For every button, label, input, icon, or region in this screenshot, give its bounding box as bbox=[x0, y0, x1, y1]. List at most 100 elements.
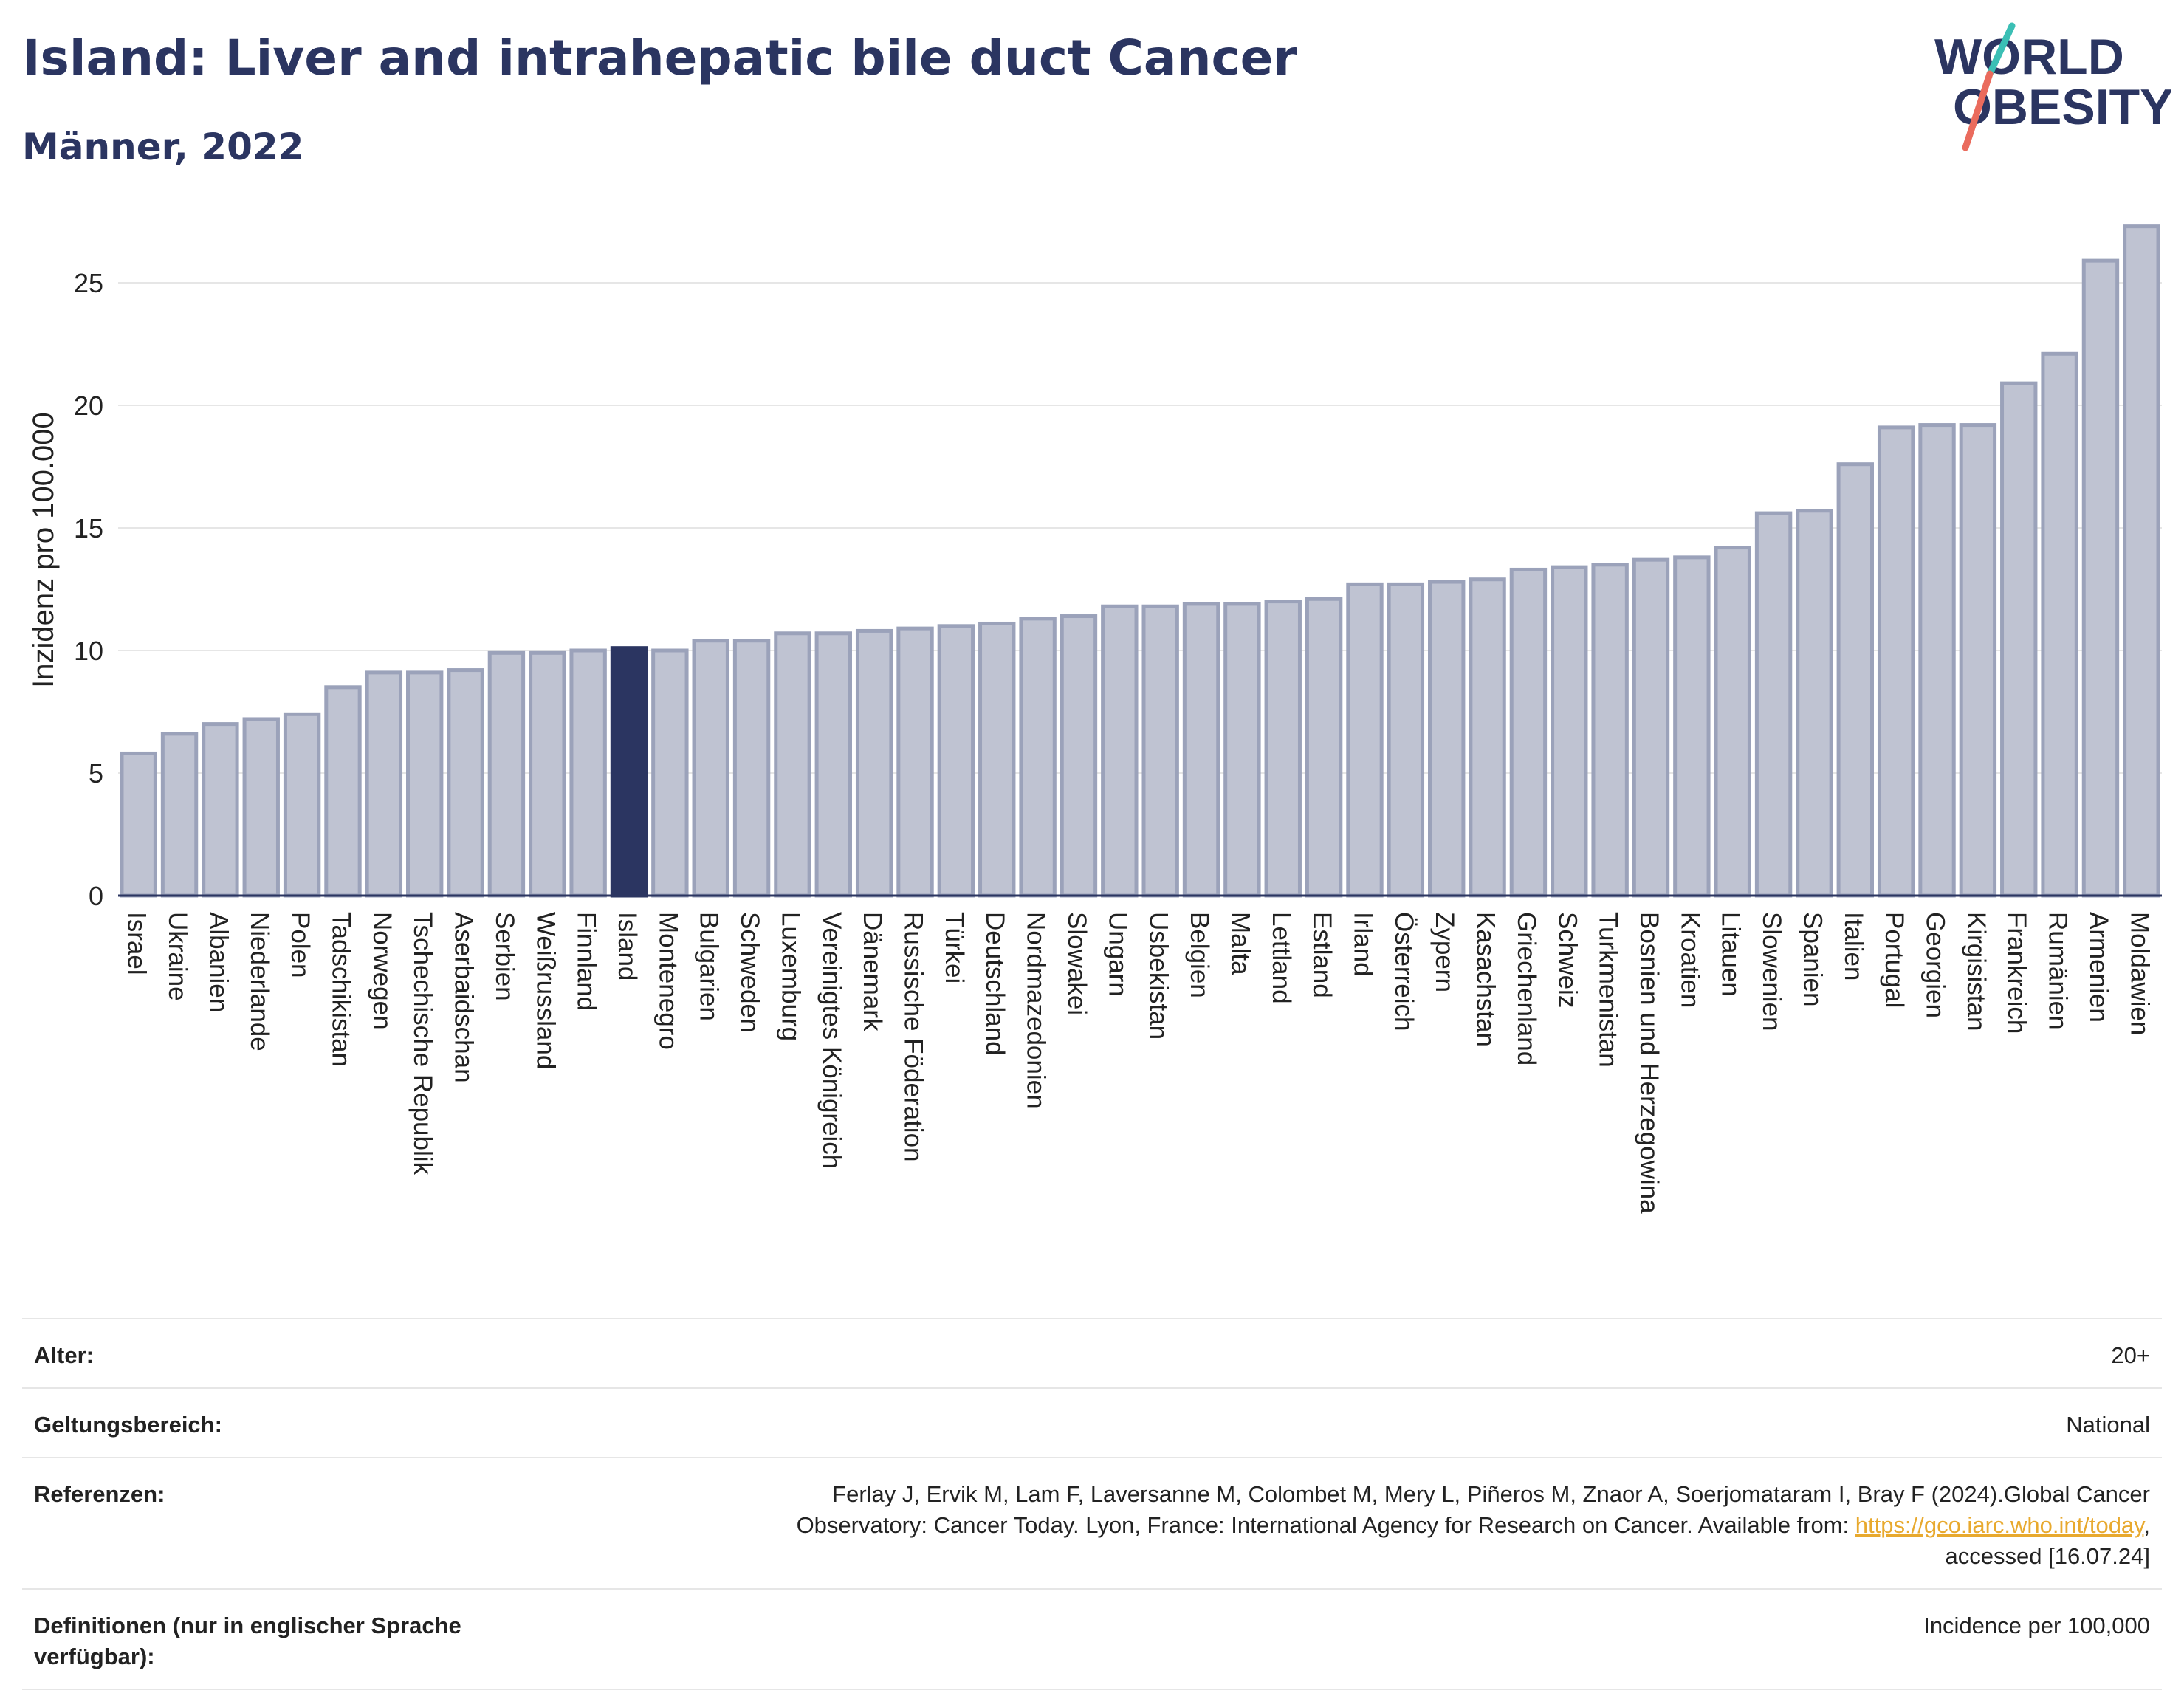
logo-slash-teal bbox=[1986, 22, 2016, 78]
bar bbox=[1632, 557, 1670, 898]
bar bbox=[365, 670, 403, 898]
reference-link[interactable]: https://gco.iarc.who.int/today bbox=[1855, 1512, 2144, 1538]
x-tick-label: Ungarn bbox=[1103, 912, 1132, 997]
x-tick-label: Albanien bbox=[204, 912, 233, 1012]
bar bbox=[1305, 597, 1343, 898]
bar bbox=[2123, 224, 2160, 898]
bar bbox=[1101, 604, 1139, 898]
bar bbox=[1469, 577, 1506, 898]
y-tick-label: 15 bbox=[74, 513, 103, 543]
reference-line-1: Ferlay J, Ervik M, Lam F, Laversanne M, … bbox=[832, 1481, 2150, 1507]
x-tick-label: Portugal bbox=[1880, 912, 1909, 1008]
bar bbox=[529, 650, 566, 898]
logo-word-obesity: OBESITY bbox=[1953, 79, 2171, 135]
bar-chart: 0 5 10 15 20 25 Inzidenz pro 100.000 Israel Uk… bbox=[27, 224, 2162, 1214]
bar-highlight bbox=[610, 646, 648, 898]
bar bbox=[1551, 565, 1588, 898]
x-tick-label: Rumänien bbox=[2044, 912, 2073, 1030]
bar bbox=[1019, 617, 1057, 898]
x-tick-label: Polen bbox=[286, 912, 315, 978]
x-tick-label: Nordmazedonien bbox=[1022, 912, 1051, 1109]
bar bbox=[2041, 351, 2078, 898]
x-tick-label: Italien bbox=[1839, 912, 1868, 981]
x-tick-label: Island bbox=[613, 912, 642, 981]
meta-value-age: 20+ bbox=[2111, 1342, 2150, 1368]
meta-row-references: Referenzen: Ferlay J, Ervik M, Lam F, La… bbox=[22, 1457, 2162, 1588]
bar bbox=[855, 628, 893, 898]
x-tick-label: Luxemburg bbox=[776, 912, 805, 1041]
x-tick-label: Tadschikistan bbox=[326, 912, 355, 1067]
x-tick-label: Slowenien bbox=[1757, 912, 1786, 1031]
x-tick-label: Slowakei bbox=[1062, 912, 1091, 1015]
bar bbox=[569, 648, 607, 898]
y-tick-label: 10 bbox=[74, 636, 103, 666]
x-tick-label: Lettland bbox=[1267, 912, 1296, 1004]
x-tick-label: Dänemark bbox=[858, 912, 887, 1031]
meta-key-definitions: Definitionen (nur in englischer Sprache … bbox=[34, 1613, 461, 1669]
logo-word-world: WORLD bbox=[1934, 29, 2124, 85]
bar bbox=[1509, 567, 1548, 898]
bar bbox=[1264, 600, 1302, 898]
meta-row-age: Alter: 20+ bbox=[22, 1318, 2162, 1387]
bar bbox=[487, 650, 526, 898]
x-tick-label: Norwegen bbox=[368, 912, 396, 1030]
x-tick-label: Estland bbox=[1308, 912, 1336, 998]
bar bbox=[937, 624, 975, 898]
x-tick-label: Georgien bbox=[1921, 912, 1950, 1018]
x-tick-label: Frankreich bbox=[2002, 912, 2031, 1034]
bar bbox=[978, 621, 1016, 898]
y-axis-label: Inzidenz pro 100.000 bbox=[27, 412, 60, 688]
reference-line-3: accessed [16.07.24] bbox=[1945, 1543, 2150, 1569]
x-tick-label: Kirgisistan bbox=[1962, 912, 1991, 1031]
bar bbox=[406, 670, 444, 898]
x-axis-tick-labels: Israel Ukraine Albanien Niederlande Polen Tad… bbox=[123, 912, 2154, 1214]
bar bbox=[1223, 602, 1261, 898]
world-obesity-logo: WORLD OBESITY bbox=[1934, 22, 2171, 151]
x-tick-label: Montenegro bbox=[653, 912, 682, 1050]
y-tick-label: 0 bbox=[89, 881, 103, 911]
x-tick-label: Vereinigtes Königreich bbox=[817, 912, 846, 1169]
x-tick-label: Finnland bbox=[572, 912, 601, 1011]
x-tick-label: Griechenland bbox=[1512, 912, 1541, 1065]
bar bbox=[160, 732, 199, 898]
meta-key-age: Alter: bbox=[34, 1342, 94, 1368]
x-tick-label: Armenien bbox=[2084, 912, 2113, 1023]
bar bbox=[896, 626, 934, 898]
bar bbox=[1796, 509, 1833, 898]
x-tick-label: Serbien bbox=[490, 912, 519, 1001]
meta-key-references: Referenzen: bbox=[34, 1481, 165, 1507]
x-tick-label: Ukraine bbox=[163, 912, 192, 1001]
bar bbox=[1060, 614, 1098, 898]
y-tick-label: 25 bbox=[74, 268, 103, 298]
x-tick-label: Niederlande bbox=[245, 912, 274, 1051]
x-tick-label: Kroatien bbox=[1675, 912, 1704, 1008]
x-tick-label: Tschechische Republik bbox=[408, 912, 437, 1175]
y-tick-label: 20 bbox=[74, 391, 103, 421]
x-tick-label: Israel bbox=[123, 912, 151, 975]
bar bbox=[1428, 580, 1466, 898]
bar bbox=[242, 717, 280, 898]
bar bbox=[2000, 381, 2038, 898]
logo-slash-coral bbox=[1962, 70, 1994, 151]
bar bbox=[1918, 423, 1956, 898]
x-tick-label: Schweiz bbox=[1553, 912, 1582, 1008]
bar bbox=[1959, 423, 1997, 898]
bar bbox=[814, 631, 852, 898]
bar bbox=[1141, 604, 1179, 898]
reference-line-2-end: , bbox=[2143, 1512, 2150, 1538]
x-tick-label: Bosnien und Herzegowina bbox=[1635, 912, 1663, 1214]
bar bbox=[1182, 602, 1220, 898]
bar bbox=[447, 668, 484, 898]
meta-row-scope: Geltungsbereich: National bbox=[22, 1387, 2162, 1457]
x-tick-label: Irland bbox=[1348, 912, 1377, 977]
x-tick-label: Russische Föderation bbox=[899, 912, 928, 1162]
meta-key-scope: Geltungsbereich: bbox=[34, 1412, 222, 1438]
meta-row-definitions: Definitionen (nur in englischer Sprache … bbox=[22, 1588, 2162, 1690]
x-tick-label: Spanien bbox=[1798, 912, 1827, 1006]
bar bbox=[202, 722, 239, 898]
meta-value-references: Ferlay J, Ervik M, Lam F, Laversanne M, … bbox=[797, 1479, 2150, 1572]
x-tick-label: Zypern bbox=[1430, 912, 1459, 992]
bar bbox=[1836, 462, 1874, 898]
meta-value-definitions: Incidence per 100,000 bbox=[1923, 1613, 2150, 1638]
bar bbox=[1387, 582, 1425, 898]
